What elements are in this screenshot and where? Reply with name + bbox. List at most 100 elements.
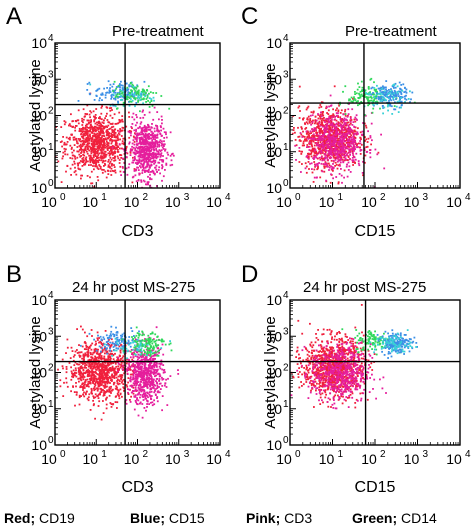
- data-point: [82, 153, 84, 156]
- data-point: [110, 142, 113, 145]
- data-point: [308, 132, 311, 135]
- data-point: [84, 126, 87, 129]
- y-tick-exponent: 4: [48, 33, 54, 44]
- data-point: [144, 338, 146, 340]
- data-point: [381, 100, 384, 103]
- data-point: [128, 84, 131, 86]
- data-point: [107, 364, 109, 367]
- data-point: [80, 151, 83, 153]
- data-point: [100, 356, 103, 358]
- data-point: [103, 126, 106, 129]
- data-point: [120, 80, 122, 83]
- data-point: [94, 349, 97, 351]
- data-point: [101, 156, 103, 159]
- data-point: [327, 152, 330, 155]
- data-point: [337, 109, 340, 112]
- data-point: [320, 111, 322, 114]
- data-point: [84, 157, 87, 160]
- data-point: [102, 152, 105, 155]
- data-point: [103, 380, 106, 383]
- data-point: [144, 166, 147, 169]
- data-point: [86, 354, 89, 356]
- data-point: [86, 150, 88, 153]
- data-point: [371, 93, 374, 96]
- data-point: [139, 140, 141, 143]
- data-point: [386, 96, 389, 98]
- data-point: [322, 141, 324, 144]
- data-point: [85, 138, 87, 141]
- data-point: [110, 361, 113, 364]
- data-point: [86, 335, 89, 338]
- data-point: [397, 111, 400, 113]
- data-point: [85, 140, 87, 142]
- data-point: [116, 139, 119, 142]
- data-point: [329, 123, 332, 126]
- data-point: [78, 139, 81, 142]
- data-point: [389, 95, 392, 97]
- data-point: [295, 144, 298, 147]
- data-point: [316, 133, 319, 136]
- data-point: [331, 131, 334, 133]
- data-point: [332, 132, 335, 135]
- data-point: [321, 146, 323, 149]
- data-point: [314, 152, 316, 155]
- data-point: [66, 164, 69, 167]
- data-point: [342, 138, 345, 141]
- data-point: [136, 147, 139, 150]
- data-point: [82, 385, 85, 388]
- data-point: [335, 129, 338, 131]
- data-point: [364, 114, 366, 116]
- data-point: [107, 377, 110, 379]
- data-point: [137, 92, 140, 95]
- data-point: [84, 379, 87, 381]
- data-point: [318, 156, 321, 159]
- data-point: [153, 141, 155, 144]
- data-point: [323, 132, 326, 134]
- x-tick-label: 10: [404, 194, 420, 210]
- data-point: [71, 126, 74, 128]
- data-point: [102, 400, 104, 402]
- data-point: [177, 369, 179, 371]
- data-point: [300, 153, 303, 155]
- data-point: [139, 133, 142, 136]
- data-point: [100, 140, 102, 143]
- data-point: [95, 365, 98, 368]
- data-point: [318, 106, 321, 109]
- data-point: [74, 404, 76, 407]
- data-point: [109, 152, 111, 155]
- data-point: [110, 149, 113, 152]
- data-point: [132, 87, 135, 89]
- data-point: [117, 391, 120, 394]
- data-point: [115, 344, 118, 347]
- data-point: [353, 138, 356, 140]
- data-point: [313, 176, 316, 179]
- data-point: [62, 367, 64, 370]
- data-point: [121, 381, 123, 384]
- data-point: [319, 158, 322, 161]
- data-point: [329, 128, 331, 131]
- data-point: [307, 133, 310, 136]
- data-point: [339, 138, 342, 141]
- data-point: [328, 127, 331, 129]
- data-point: [339, 161, 342, 164]
- data-point: [98, 368, 101, 371]
- data-point: [379, 100, 382, 102]
- data-point: [169, 164, 172, 167]
- data-point: [108, 136, 110, 139]
- data-point: [316, 135, 318, 137]
- data-point: [379, 107, 381, 110]
- data-point: [362, 122, 364, 124]
- population-red: [57, 325, 141, 421]
- data-point: [99, 130, 102, 133]
- data-point: [333, 126, 336, 129]
- data-point: [87, 136, 89, 139]
- data-point: [324, 157, 327, 159]
- data-point: [96, 373, 99, 375]
- data-point: [92, 162, 95, 165]
- data-point: [94, 154, 96, 156]
- data-point: [334, 138, 337, 141]
- data-point: [128, 130, 131, 132]
- data-point: [81, 376, 84, 379]
- data-point: [304, 128, 307, 130]
- data-point: [160, 126, 162, 129]
